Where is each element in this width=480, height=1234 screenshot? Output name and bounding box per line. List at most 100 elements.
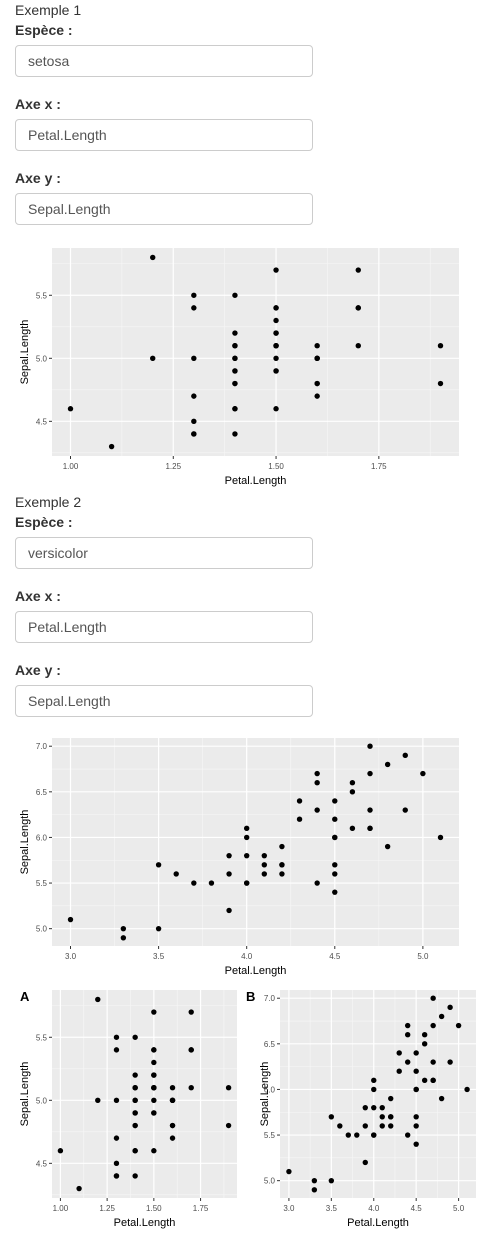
y-tick-label: 5.0 <box>36 1096 48 1105</box>
data-point <box>273 330 279 336</box>
data-point <box>379 1114 385 1120</box>
data-point <box>296 816 303 822</box>
y-axis-value-2: Sepal.Length <box>28 693 111 709</box>
data-point <box>311 1177 318 1184</box>
x-axis-select-2[interactable]: Petal.Length <box>15 611 313 643</box>
x-axis-title: Petal.Length <box>347 1217 409 1229</box>
data-point <box>332 816 338 822</box>
x-tick-label: 1.00 <box>63 462 79 471</box>
data-point <box>396 1050 402 1056</box>
data-point <box>232 292 238 298</box>
data-point <box>404 1032 411 1038</box>
data-point <box>273 355 279 362</box>
data-point <box>273 368 279 374</box>
data-point <box>367 770 373 777</box>
data-point <box>155 925 162 932</box>
y-tick-label: 4.5 <box>36 1159 48 1168</box>
data-point <box>332 862 338 868</box>
y-tick-label: 5.5 <box>36 1033 48 1042</box>
x-tick-label: 4.5 <box>329 952 341 961</box>
data-point <box>108 443 115 450</box>
data-point <box>355 267 361 273</box>
x-axis-select-1[interactable]: Petal.Length <box>15 119 313 151</box>
data-point <box>404 1022 411 1029</box>
y-tick-label: 5.5 <box>264 1131 276 1140</box>
data-point <box>337 1123 343 1129</box>
data-point <box>76 1185 82 1192</box>
y-axis-label-2: Axe y : <box>15 662 61 678</box>
data-point <box>120 925 127 932</box>
data-point <box>113 1135 120 1141</box>
data-point <box>355 305 361 311</box>
data-point <box>402 807 408 813</box>
data-point <box>191 305 197 311</box>
data-point <box>371 1104 377 1111</box>
data-point <box>132 1034 138 1040</box>
x-axis-title: Petal.Length <box>225 475 287 487</box>
data-point <box>261 871 268 877</box>
data-point <box>232 368 238 374</box>
data-point <box>371 1077 377 1084</box>
x-tick-label: 3.5 <box>153 952 165 961</box>
panel-tag-label: A <box>20 989 30 1004</box>
x-tick-label: 1.50 <box>146 1204 162 1213</box>
data-point <box>328 1114 335 1120</box>
y-axis-select-2[interactable]: Sepal.Length <box>15 685 313 717</box>
data-point <box>132 1097 138 1104</box>
plot-panel <box>52 990 237 1198</box>
data-point <box>314 770 320 777</box>
data-point <box>225 1122 232 1129</box>
data-point <box>384 761 391 768</box>
y-axis-select-1[interactable]: Sepal.Length <box>15 193 313 225</box>
data-point <box>349 789 356 795</box>
data-point <box>367 825 373 832</box>
data-point <box>447 1059 453 1065</box>
data-point <box>279 843 285 850</box>
species-label-2: Espèce : <box>15 514 73 530</box>
x-axis-label-2: Axe x : <box>15 588 61 604</box>
data-point <box>67 916 74 923</box>
example-2-title: Exemple 2 <box>15 494 82 510</box>
species-select-2[interactable]: versicolor <box>15 537 313 569</box>
x-tick-label: 5.0 <box>417 952 429 961</box>
data-point <box>151 1148 157 1154</box>
species-select-1[interactable]: setosa <box>15 45 313 77</box>
y-tick-label: 6.5 <box>36 788 48 797</box>
data-point <box>232 330 238 336</box>
data-point <box>232 355 238 362</box>
data-point <box>273 317 279 324</box>
y-tick-label: 5.5 <box>36 291 48 300</box>
data-point <box>232 380 238 387</box>
data-point <box>273 267 279 273</box>
data-point <box>232 342 238 349</box>
x-tick-label: 3.0 <box>65 952 77 961</box>
data-point <box>314 342 320 349</box>
x-tick-label: 1.25 <box>99 1204 115 1213</box>
x-tick-label: 1.00 <box>53 1204 69 1213</box>
data-point <box>402 752 408 759</box>
data-point <box>151 1097 157 1104</box>
x-tick-label: 1.50 <box>268 462 284 471</box>
data-point <box>328 1177 335 1184</box>
data-point <box>371 1132 377 1138</box>
x-axis-title: Petal.Length <box>114 1217 176 1229</box>
data-point <box>332 834 338 841</box>
panel-tag-label: B <box>246 989 255 1004</box>
y-tick-label: 5.0 <box>264 1177 276 1186</box>
plot-panel <box>52 248 459 456</box>
example-1-title: Exemple 1 <box>15 2 82 18</box>
data-point <box>349 780 356 786</box>
data-point <box>311 1187 318 1193</box>
data-point <box>413 1086 419 1093</box>
data-point <box>151 1047 157 1053</box>
data-point <box>191 880 197 886</box>
data-point <box>113 1097 120 1104</box>
data-point <box>430 1077 436 1084</box>
species-label-1: Espèce : <box>15 22 73 38</box>
data-point <box>232 431 238 437</box>
species-value-2: versicolor <box>28 545 88 561</box>
data-point <box>191 393 197 399</box>
y-tick-label: 5.0 <box>36 925 48 934</box>
data-point <box>226 907 232 914</box>
data-point <box>151 1084 157 1091</box>
